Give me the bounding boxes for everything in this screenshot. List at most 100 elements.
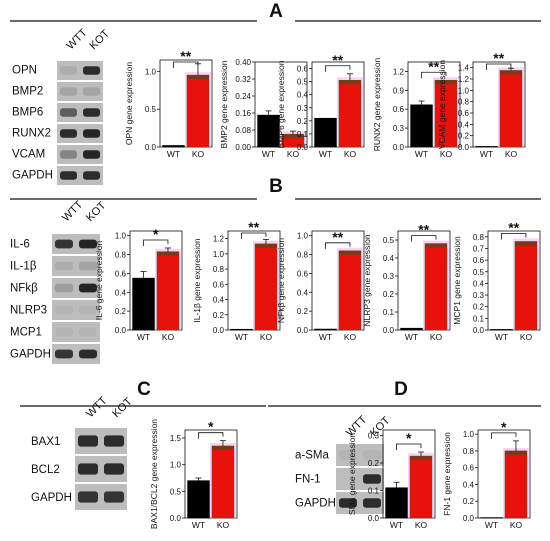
y-tick-label: 0.2 [213, 311, 225, 320]
blot-row-label: GAPDH [12, 170, 53, 182]
blot-band [60, 171, 77, 180]
significance-bracket [325, 65, 351, 72]
significance-mark: * [501, 419, 507, 435]
y-tick-label: 1.0 [297, 232, 309, 241]
blot-strip [57, 103, 103, 122]
blot-strip [57, 145, 103, 164]
blot-strip [57, 82, 103, 101]
y-tick-label: 0.4 [297, 288, 309, 297]
y-tick-label: 0.6 [473, 256, 485, 265]
significance-mark: ** [418, 222, 429, 238]
y-tick-label: 0.0 [393, 143, 405, 152]
blot-strip [57, 124, 103, 143]
blot-band [55, 239, 73, 249]
y-tick-label: 0.4 [297, 91, 309, 100]
y-tick-label: 0.0 [383, 326, 395, 335]
chart-b2: 0.0 0.2 0.4 0.6 0.8 1.0 1.2 IL-1β gene expressi… [192, 219, 281, 342]
x-tick-label: WT [137, 332, 150, 342]
bar-ko [338, 250, 362, 331]
x-tick-label: WT [192, 520, 205, 530]
chart-a2: 0.00 0.08 0.16 0.24 0.32 0.40 BMP2 gene expres… [219, 58, 308, 159]
y-tick-label: 0.6 [458, 109, 470, 118]
panel-letter-c: C [137, 379, 151, 400]
chart-b4: 0.0 0.1 0.2 0.3 0.4 0.5 NLRP3 gene expression W… [362, 222, 451, 342]
bar-cap [425, 243, 447, 248]
chart-b5: 0.0 0.1 0.2 0.3 0.4 0.5 0.6 0.7 0.8 MCP1 gene exp… [452, 219, 541, 342]
blot-band [339, 498, 357, 508]
bar-ko [424, 243, 448, 331]
bar-cap [282, 134, 304, 139]
y-tick-label: 0.40 [235, 58, 251, 67]
x-tick-label: WT [485, 520, 498, 530]
blot-row-label: OPN [12, 65, 37, 77]
blot-band [363, 474, 381, 484]
bar-ko [211, 445, 235, 519]
y-tick-label: 1.0 [213, 250, 225, 259]
bar-ko [409, 455, 433, 519]
x-tick-label: KO [162, 332, 175, 342]
y-axis-label: FN-1 gene expression [442, 432, 452, 516]
y-tick-label: 0.24 [235, 92, 251, 101]
significance-bracket [486, 63, 512, 70]
y-axis-label: OPN gene expression [124, 62, 134, 145]
bar-wt [314, 117, 337, 148]
blot-strip [336, 468, 384, 490]
blot-band [79, 327, 97, 337]
y-tick-label: 0.6 [213, 280, 225, 289]
y-tick-label: 0.0 [463, 514, 475, 523]
bar-cap [212, 446, 234, 450]
x-tick-label: WT [319, 149, 332, 159]
y-tick-label: 0.0 [297, 326, 309, 335]
blot-band [79, 239, 97, 249]
bar-ko [156, 251, 180, 331]
blot-row-label: VCAM [12, 149, 45, 161]
blot-row-label: BCL2 [31, 464, 60, 476]
blot-row-label: GAPDH [31, 492, 72, 504]
blot-strip [52, 300, 100, 320]
y-tick-label: 0.6 [463, 464, 475, 473]
significance-bracket [491, 432, 517, 439]
panel-letter-d: D [394, 379, 408, 400]
y-tick-label: 0.32 [235, 75, 251, 84]
y-tick-label: 0.4 [458, 120, 470, 129]
blot-band [79, 349, 97, 359]
chart-c1: 0.0 0.5 1.0 1.5 BAX1/BCL2 gene expression WT K… [149, 419, 238, 530]
y-tick-label: 0.16 [235, 109, 251, 118]
y-axis-label: RUNX2 gene expression [372, 57, 382, 151]
y-tick-label: 0.2 [473, 303, 485, 312]
blot-band [104, 491, 124, 503]
x-tick-label: KO [415, 520, 428, 530]
y-tick-label: 0.08 [235, 126, 251, 135]
blot-band [60, 129, 77, 138]
blot-strip [57, 166, 103, 185]
lane-label: WTT [60, 199, 86, 225]
blot-strip [52, 234, 100, 254]
y-tick-label: 0.0 [145, 143, 157, 152]
blot-row-label: FN-1 [295, 474, 321, 486]
x-tick-label: WT [405, 332, 418, 342]
blot-band [83, 108, 100, 117]
y-tick-label: 0.2 [463, 497, 475, 506]
bar-wt [490, 329, 513, 331]
blot-band [78, 491, 98, 503]
y-tick-label: 0.3 [383, 272, 395, 281]
bar-cap [515, 241, 537, 246]
y-tick-label: 1.4 [458, 64, 470, 73]
blot-strip [52, 344, 100, 364]
y-axis-label: NLRP3 gene expression [362, 234, 372, 326]
blot-row-label: a-SMa [295, 450, 329, 462]
bar-wt [410, 104, 433, 148]
blot-strip [52, 256, 100, 276]
significance-mark: ** [428, 58, 439, 74]
x-tick-label: KO [217, 520, 230, 530]
panel-letter-b: B [269, 176, 283, 197]
significance-mark: ** [493, 50, 504, 66]
x-tick-label: WT [495, 332, 508, 342]
significance-mark: * [406, 430, 412, 446]
blot-band [363, 498, 381, 508]
bar-ko [514, 241, 538, 331]
y-axis-label: BAX1/BCL2 gene expression [149, 419, 159, 529]
bar-ko [499, 70, 523, 148]
